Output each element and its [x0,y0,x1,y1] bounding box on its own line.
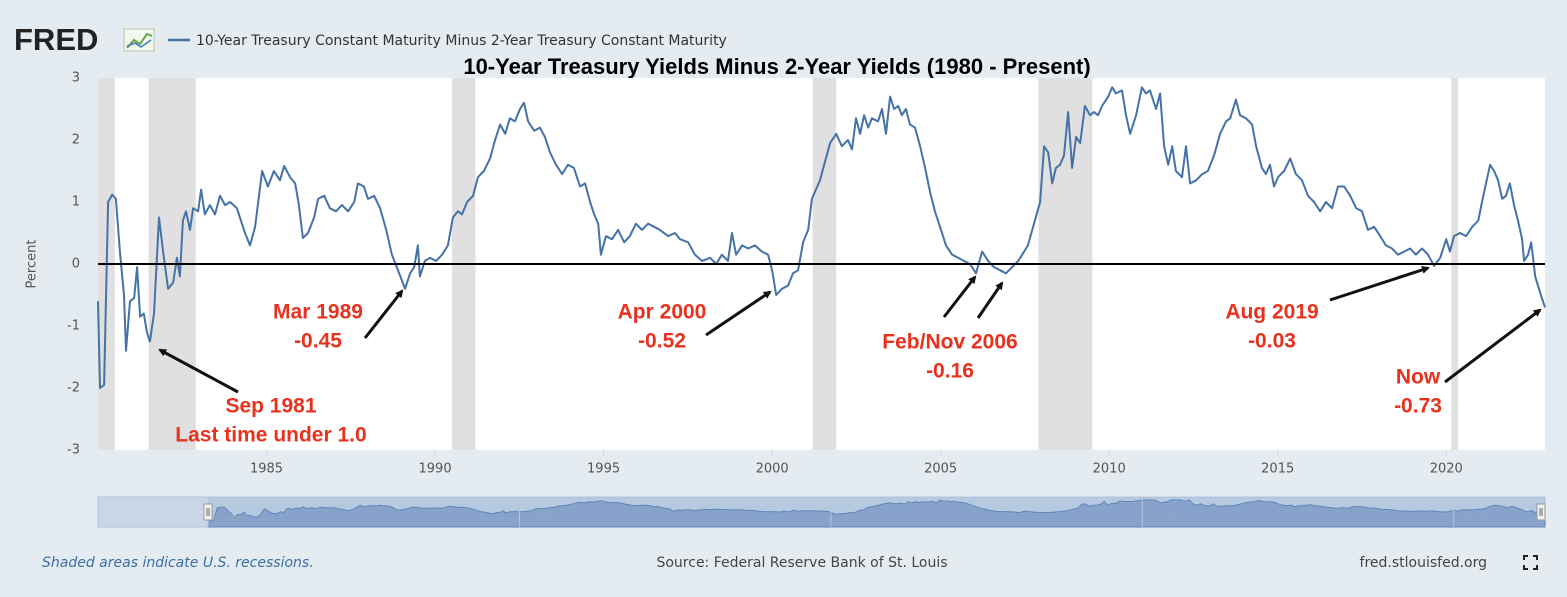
annotation-text: Mar 1989 [273,301,363,324]
logo-icon [123,28,155,52]
source: Source: Federal Reserve Bank of St. Loui… [656,555,947,571]
annotation-text: -0.03 [1248,330,1296,353]
annotation-text: Feb/Nov 2006 [882,331,1017,354]
annotation-text: -0.52 [638,330,686,353]
site: fred.stlouisfed.org [1360,555,1487,571]
annotation-arrow [1444,308,1542,384]
annotation-arrow [705,290,772,337]
annotation-text: -0.45 [294,330,342,353]
annotation-text: -0.73 [1394,395,1442,418]
y-tick-label: 0 [72,257,80,272]
x-tick-label: 1990 [419,462,452,477]
legend-label: 10-Year Treasury Constant Maturity Minus… [196,33,727,49]
navigator-tick-label: 2000 [835,514,866,528]
annotation-arrow [942,275,977,318]
navigator-handle[interactable] [1536,503,1546,521]
navigator-handle[interactable] [203,503,213,521]
y-tick-label: 3 [72,71,80,86]
y-tick-label: -2 [67,381,80,396]
x-tick-label: 2005 [924,462,957,477]
y-axis-label: Percent [25,240,40,289]
x-tick-label: 1995 [587,462,620,477]
annotation-text: Apr 2000 [618,301,707,324]
y-tick-label: -3 [67,443,80,458]
navigator-area [207,499,1546,528]
annotation-arrow [1329,266,1430,302]
navigator-tick-label: 2010 [1146,514,1177,528]
annotation-text: Last time under 1.0 [175,424,366,447]
annotation-arrow [976,281,1004,319]
fullscreen-icon[interactable] [1523,555,1538,570]
annotation-text: Now [1396,366,1441,389]
navigator-handle-body [1536,503,1546,521]
x-tick-label: 2020 [1430,462,1463,477]
x-tick-label: 2015 [1261,462,1294,477]
annotation-text: Sep 1981 [225,395,316,418]
navigator-tick-label: 2020 [1458,514,1489,528]
navigator-tick-label: 1980 [212,514,243,528]
y-tick-label: -1 [67,319,80,334]
x-tick-label: 2000 [756,462,789,477]
chart-title: 10-Year Treasury Yields Minus 2-Year Yie… [463,54,1090,79]
annotation-arrow [158,348,239,394]
navigator-tick-label: 1990 [523,514,554,528]
y-tick-label: 2 [72,133,80,148]
x-tick-label: 1985 [250,462,283,477]
recession-note: Shaded areas indicate U.S. recessions. [42,555,314,571]
logo: FRED [14,22,98,57]
annotation-text: -0.16 [926,360,974,383]
annotation-text: Aug 2019 [1225,301,1318,324]
annotation-arrow [363,289,404,339]
y-tick-label: 1 [72,195,80,210]
x-tick-label: 2010 [1093,462,1126,477]
navigator-handle-body [203,503,213,521]
data-line [97,86,1546,389]
